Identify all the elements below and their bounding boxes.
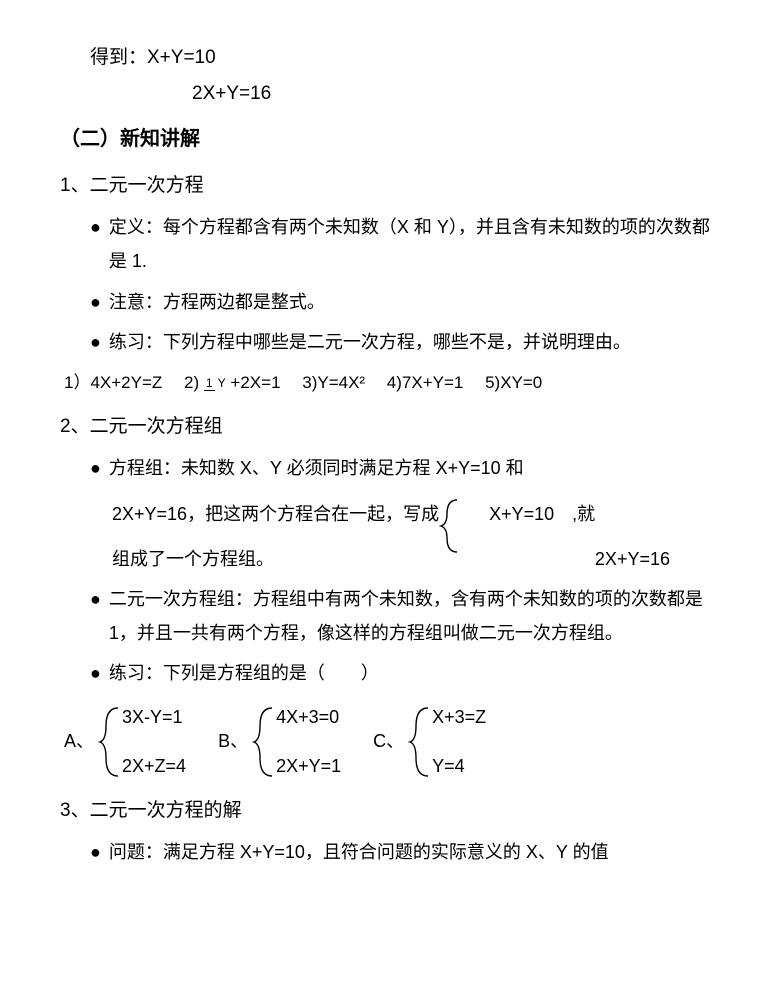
practice-part-b: +2X=1 3)Y=4X² 4)7X+Y=1 5)XY=0	[230, 373, 542, 392]
bullet-icon: ●	[90, 656, 101, 690]
bullet-icon: ●	[90, 835, 101, 869]
section-title: （二）新知讲解	[60, 120, 710, 158]
bullet-icon: ●	[90, 285, 101, 319]
subsection-1-title: 1、二元一次方程	[60, 168, 710, 204]
bullet-note: ● 注意：方程两边都是整式。	[60, 285, 710, 319]
option-b-group: 4X+3=0 2X+Y=1	[252, 700, 341, 782]
fraction-denominator: Y	[218, 376, 226, 390]
brace-icon	[98, 704, 122, 780]
bullet-text-l2a: 2X+Y=16，把这两个方程合在一起，写成	[112, 497, 439, 531]
brace-icon	[439, 498, 463, 554]
bullet-icon: ●	[90, 210, 101, 244]
fraction: 1 Y	[204, 377, 226, 390]
option-b-eq2: 2X+Y=1	[276, 749, 341, 783]
bullet-icon: ●	[90, 451, 101, 485]
bullet-practice-2: ● 练习：下列是方程组的是（ ）	[60, 656, 710, 690]
option-b-eq1: 4X+3=0	[276, 700, 341, 734]
practice-part-a: 1）4X+2Y=Z 2)	[64, 373, 199, 392]
bullet-icon: ●	[90, 582, 101, 616]
bullet-text-l2b: X+Y=10 ,就	[489, 497, 595, 531]
option-c-eq2: Y=4	[432, 749, 486, 783]
fraction-numerator: 1	[204, 376, 215, 391]
option-c-group: X+3=Z Y=4	[408, 700, 486, 782]
bullet-icon: ●	[90, 325, 101, 359]
subsection-3-title: 3、二元一次方程的解	[60, 793, 710, 829]
option-a-eq1: 3X-Y=1	[122, 700, 186, 734]
practice-equations-row: 1）4X+2Y=Z 2) 1 Y +2X=1 3)Y=4X² 4)7X+Y=1 …	[60, 367, 710, 399]
bullet-text: 二元一次方程组：方程组中有两个未知数，含有两个未知数的项的次数都是 1，并且一共…	[109, 582, 710, 650]
bullet-solution-question: ● 问题：满足方程 X+Y=10，且符合问题的实际意义的 X、Y 的值	[60, 835, 710, 869]
bullet-definition: ● 定义：每个方程都含有两个未知数（X 和 Y），并且含有未知数的项的次数都是 …	[60, 210, 710, 278]
option-a-group: 3X-Y=1 2X+Z=4	[98, 700, 186, 782]
subsection-2-title: 2、二元一次方程组	[60, 409, 710, 445]
bullet-text: 问题：满足方程 X+Y=10，且符合问题的实际意义的 X、Y 的值	[109, 835, 710, 869]
brace-icon	[408, 704, 432, 780]
bullet-text: 练习：下列是方程组的是（ ）	[109, 656, 710, 690]
option-c-label: C、	[373, 724, 404, 758]
brace-icon	[252, 704, 276, 780]
bullet-text-l3a: 组成了一个方程组。	[112, 542, 274, 576]
option-a-eq2: 2X+Z=4	[122, 749, 186, 783]
bullet-text-l3b: 2X+Y=16	[595, 542, 710, 576]
equation-line-1: 得到：X+Y=10	[60, 40, 710, 76]
option-a-label: A、	[64, 724, 94, 758]
bullet-system-def: ● 方程组：未知数 X、Y 必须同时满足方程 X+Y=10 和 2X+Y=16，…	[60, 451, 710, 575]
bullet-text: 注意：方程两边都是整式。	[109, 285, 710, 319]
bullet-text-l1: 方程组：未知数 X、Y 必须同时满足方程 X+Y=10 和	[109, 451, 710, 485]
bullet-text: 练习：下列方程中哪些是二元一次方程，哪些不是，并说明理由。	[109, 325, 710, 359]
bullet-text: 定义：每个方程都含有两个未知数（X 和 Y），并且含有未知数的项的次数都是 1.	[109, 210, 710, 278]
equation-line-2: 2X+Y=16	[60, 76, 710, 112]
bullet-practice-1: ● 练习：下列方程中哪些是二元一次方程，哪些不是，并说明理由。	[60, 325, 710, 359]
option-b-label: B、	[218, 724, 248, 758]
option-c-eq1: X+3=Z	[432, 700, 486, 734]
options-row: A、 3X-Y=1 2X+Z=4 B、 4X+3=0 2X+Y=1 C、 X+3…	[60, 700, 710, 782]
bullet-system-def-2: ● 二元一次方程组：方程组中有两个未知数，含有两个未知数的项的次数都是 1，并且…	[60, 582, 710, 650]
